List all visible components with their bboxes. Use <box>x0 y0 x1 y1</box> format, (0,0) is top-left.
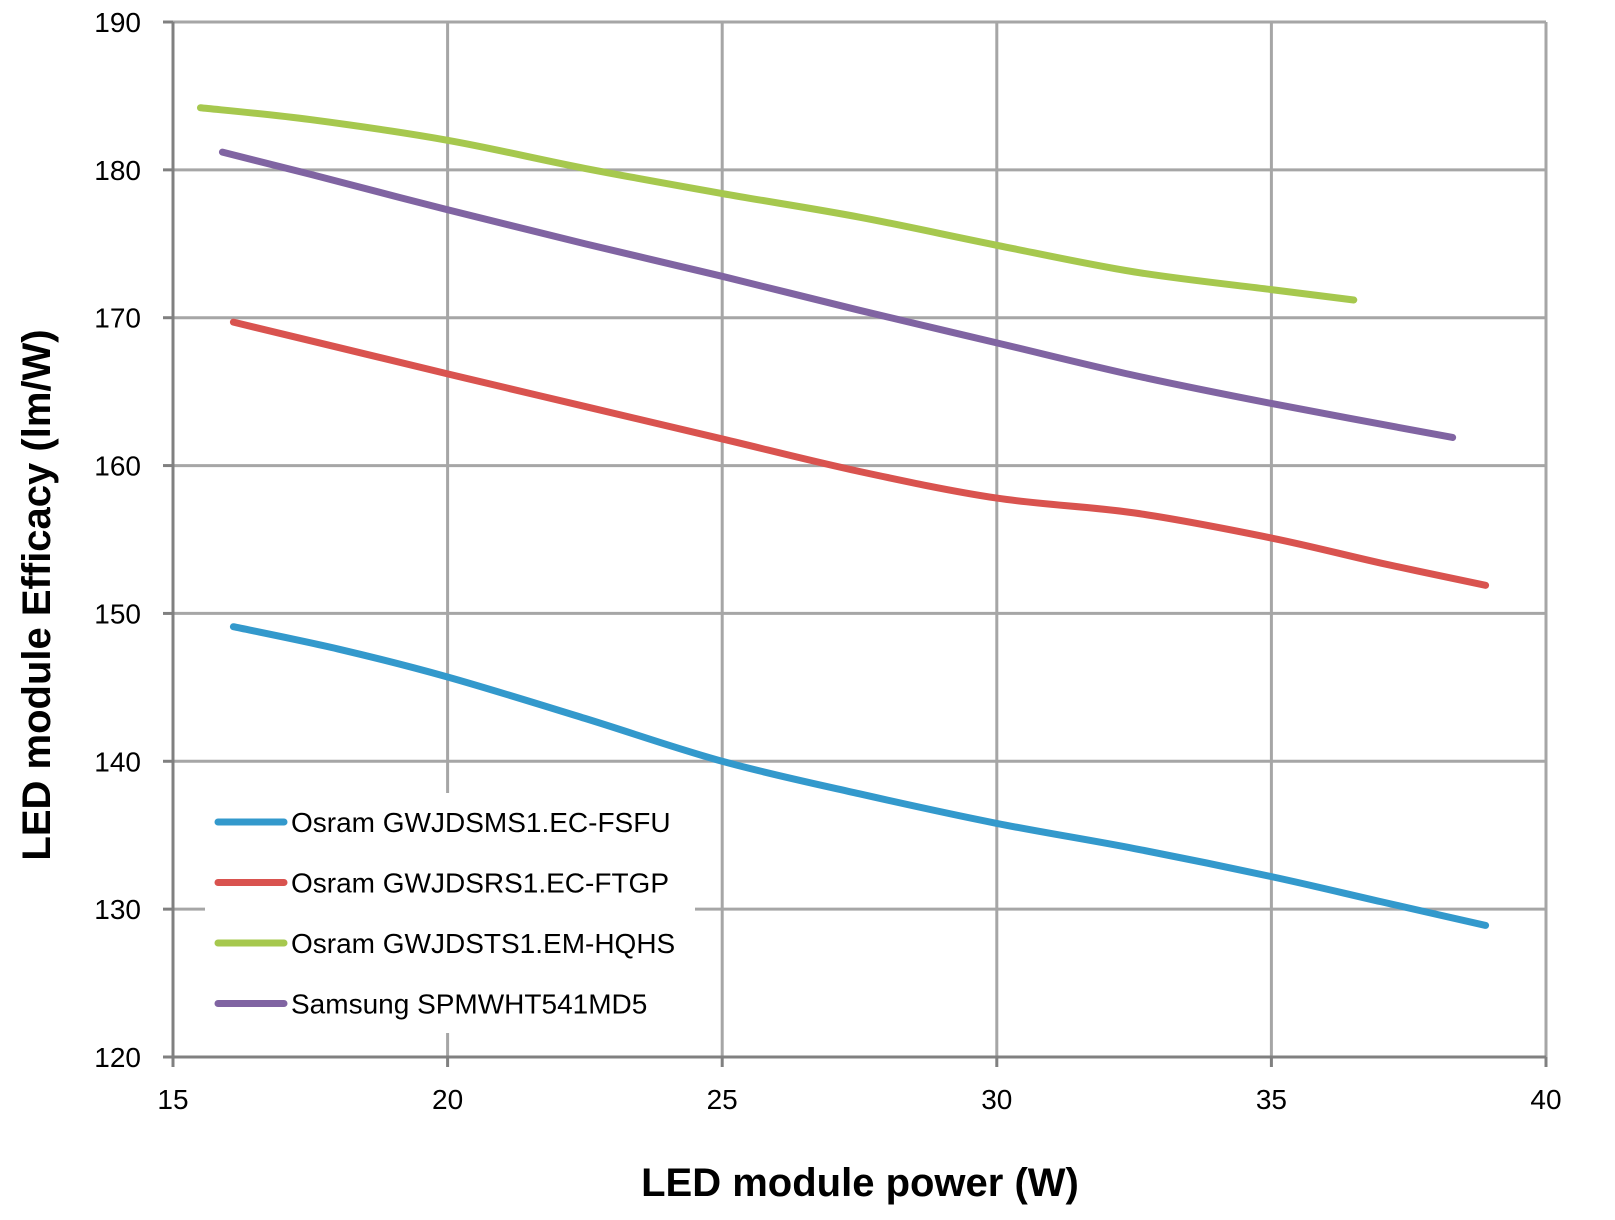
x-tick-label: 15 <box>157 1084 188 1115</box>
y-tick-label: 120 <box>94 1042 141 1073</box>
x-tick-label: 30 <box>981 1084 1012 1115</box>
y-tick-label: 170 <box>94 303 141 334</box>
x-tick-label: 20 <box>432 1084 463 1115</box>
y-tick-label: 130 <box>94 894 141 925</box>
axes <box>163 20 1548 1067</box>
y-tick-label: 190 <box>94 7 141 38</box>
series-3-line <box>196 104 1358 304</box>
x-axis-title: LED module power (W) <box>641 1161 1079 1205</box>
y-tick-label: 160 <box>94 451 141 482</box>
x-tick-label: 25 <box>707 1084 738 1115</box>
y-axis-title: LED module Efficacy (lm/W) <box>15 329 59 860</box>
y-tick-label: 140 <box>94 746 141 777</box>
legend-box <box>205 793 695 1033</box>
legend: Osram GWJDSMS1.EC-FSFU Osram GWJDSRS1.EC-… <box>205 793 695 1033</box>
y-tick-labels: 120 130 140 150 160 170 180 190 <box>94 7 141 1073</box>
legend-label: Osram GWJDSRS1.EC-FTGP <box>291 868 669 899</box>
x-tick-label: 40 <box>1530 1084 1561 1115</box>
y-tick-label: 180 <box>94 155 141 186</box>
legend-label: Osram GWJDSMS1.EC-FSFU <box>291 807 671 838</box>
legend-label: Osram GWJDSTS1.EM-HQHS <box>291 928 675 959</box>
y-tick-label: 150 <box>94 598 141 629</box>
legend-label: Samsung SPMWHT541MD5 <box>291 989 647 1020</box>
series-lines <box>196 104 1490 929</box>
x-tick-label: 35 <box>1256 1084 1287 1115</box>
series-4-line <box>218 148 1457 441</box>
series-1-line <box>229 623 1490 929</box>
x-tick-labels: 15 20 25 30 35 40 <box>157 1084 1561 1115</box>
series-2-line <box>229 318 1490 589</box>
